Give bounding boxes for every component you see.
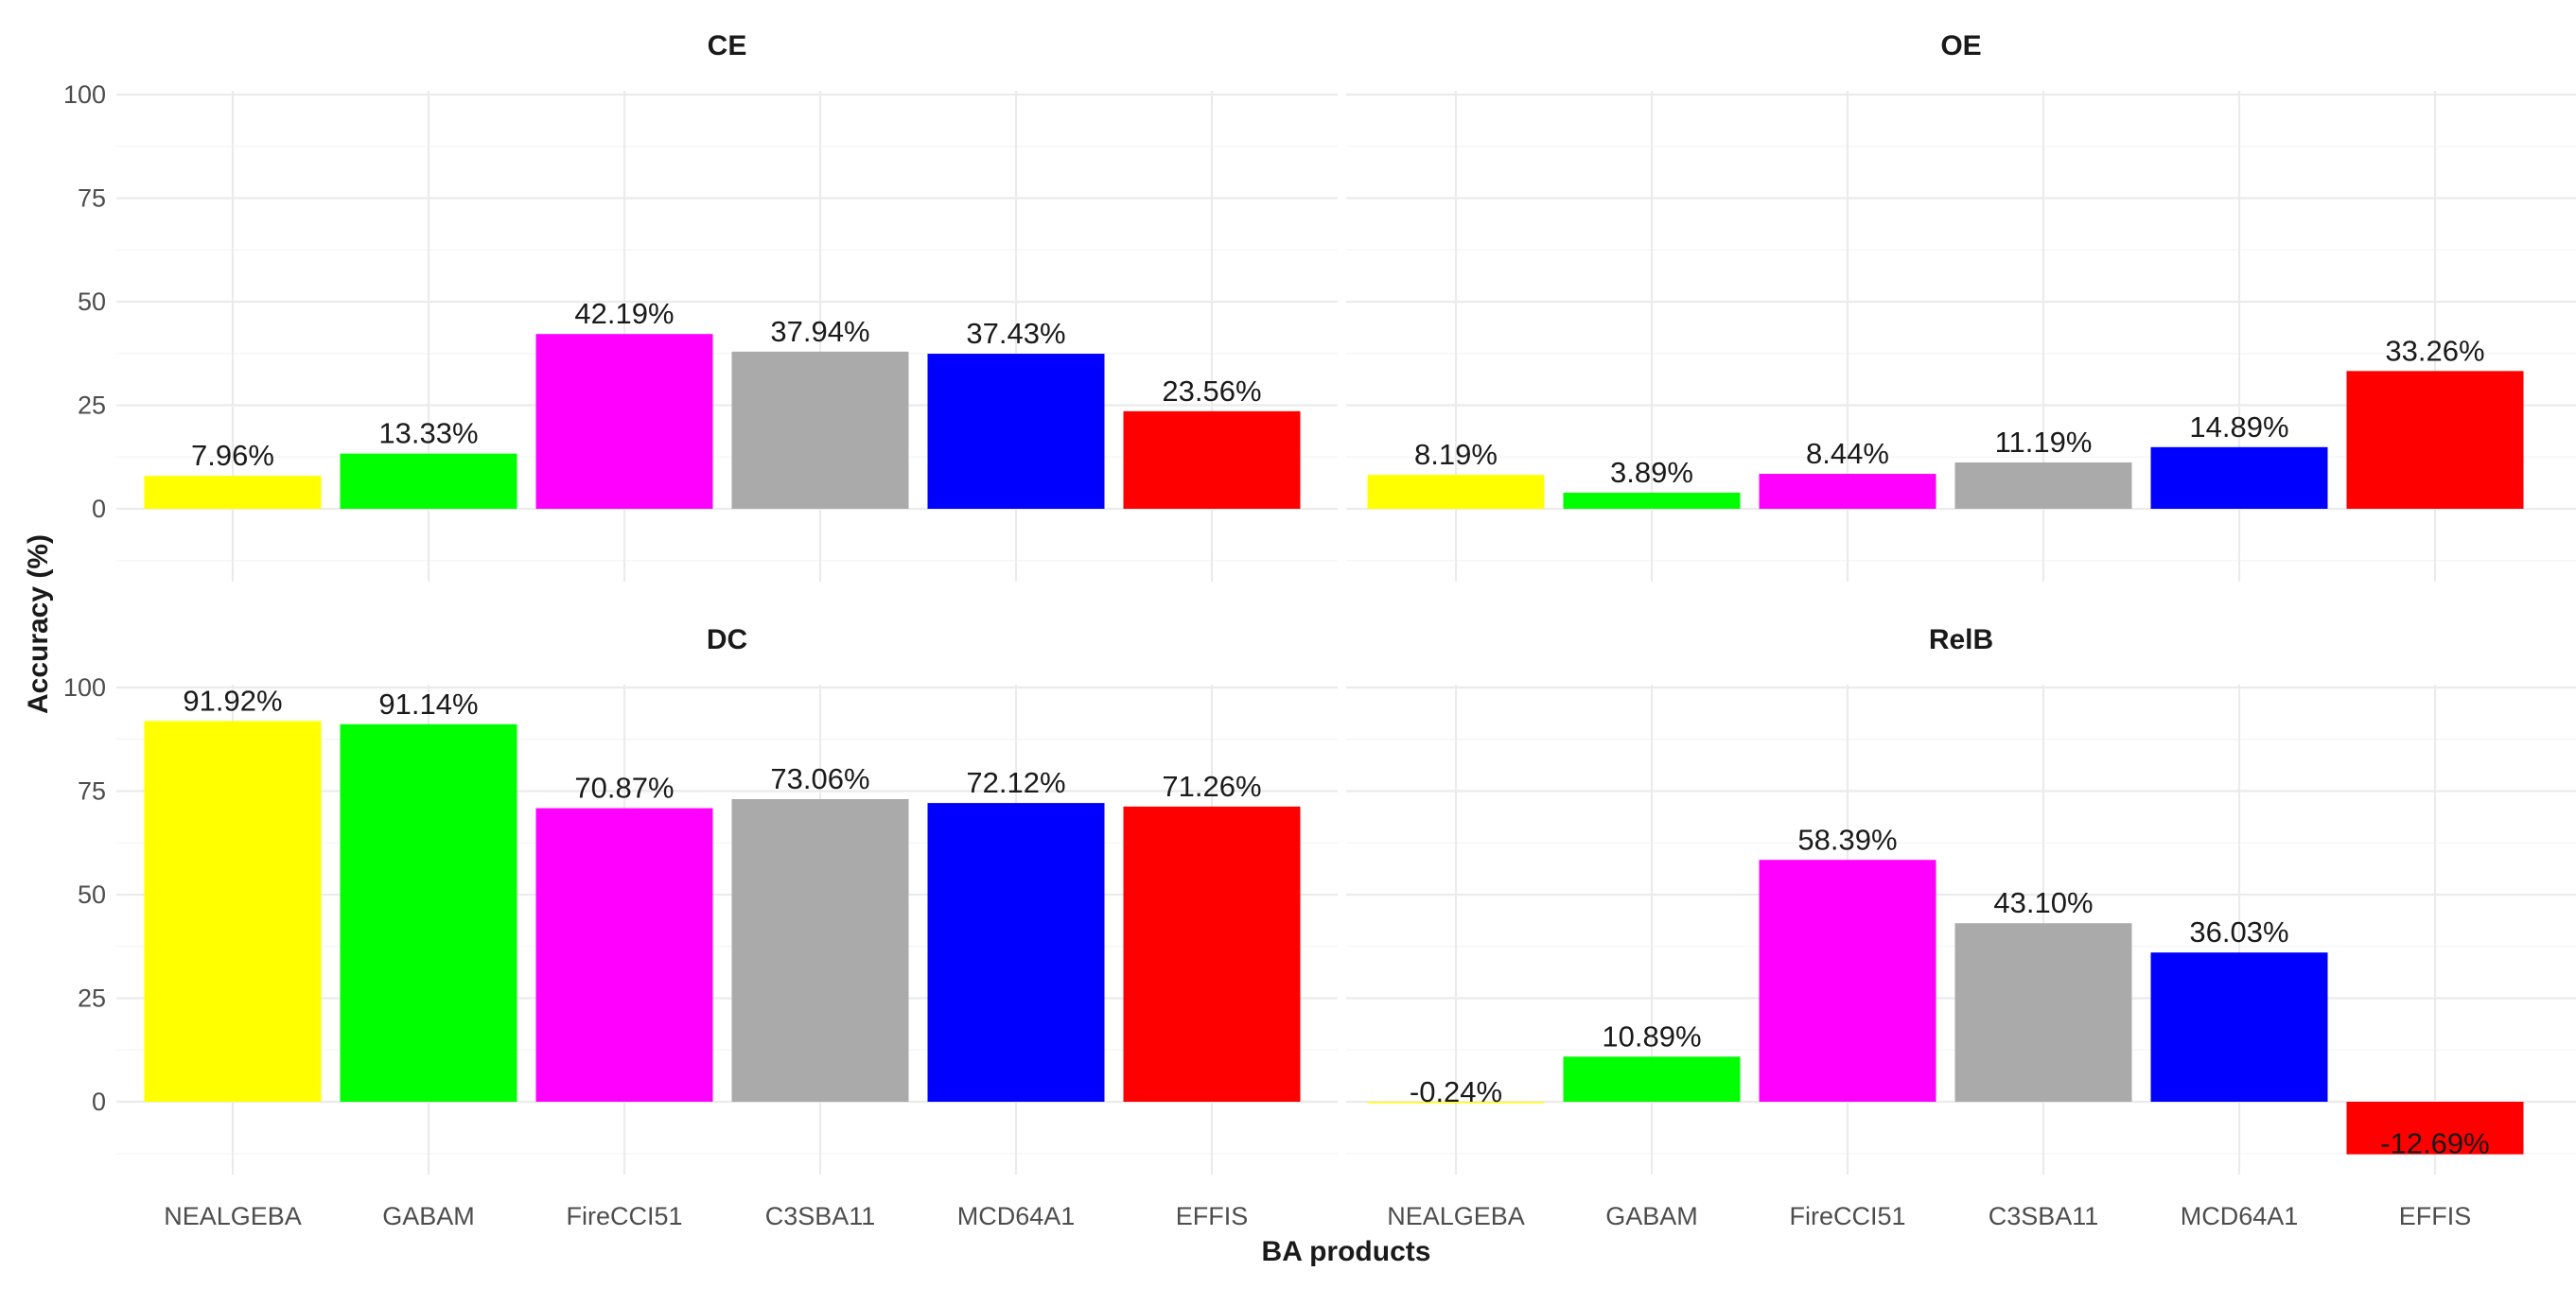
bar-nealgeba — [1367, 475, 1545, 509]
data-label: 71.26% — [1162, 770, 1261, 803]
panel-title: OE — [1940, 30, 1981, 61]
bar-c3sba11 — [1954, 462, 2132, 509]
x-tick-label: FireCCI51 — [1789, 1202, 1905, 1230]
panel-title: RelB — [1929, 624, 1993, 655]
data-label: 43.10% — [1993, 886, 2093, 919]
data-label: 72.12% — [966, 766, 1065, 799]
bar-gabam — [1563, 1056, 1741, 1102]
bar-effis — [2346, 1102, 2524, 1155]
bar-mcd64a1 — [2150, 952, 2328, 1102]
bar-gabam — [1563, 492, 1741, 509]
data-label: 14.89% — [2189, 410, 2288, 444]
x-tick-label: EFFIS — [2399, 1202, 2472, 1230]
y-tick-label: 0 — [92, 495, 106, 523]
x-tick-label: C3SBA11 — [765, 1202, 876, 1230]
x-tick-label: GABAM — [382, 1202, 475, 1230]
y-tick-label: 100 — [63, 80, 106, 109]
data-label: 73.06% — [770, 762, 869, 795]
panel-oe: OE 8.19% 3.89% 8.44% 11.19% 14.89% 33.26% — [1346, 30, 2576, 582]
bar-c3sba11 — [731, 351, 909, 509]
bar-c3sba11 — [1954, 923, 2132, 1102]
data-label: -12.69% — [2380, 1127, 2489, 1160]
bar-mcd64a1 — [2150, 446, 2328, 509]
data-label: 23.56% — [1162, 375, 1261, 408]
bar-effis — [2346, 371, 2524, 509]
data-label: 58.39% — [1797, 823, 1897, 856]
data-label: 11.19% — [1995, 426, 2093, 459]
panel-dc: DC 0 25 50 75 100 91.92% 91.14% 70.87% 73.06% 72.1… — [63, 624, 1338, 1230]
bar-effis — [1123, 806, 1301, 1102]
bar-gabam — [340, 723, 517, 1102]
panel-ce: CE 0 25 50 75 100 7.96% 13.33% 42.19% 37.94% 37.43… — [63, 30, 1338, 582]
y-tick-label: 50 — [78, 880, 106, 909]
x-tick-label: FireCCI51 — [566, 1202, 682, 1230]
x-axis-title: BA products — [1262, 1236, 1431, 1267]
data-label: 91.14% — [378, 688, 478, 721]
data-label: 37.43% — [966, 317, 1065, 350]
data-label: 42.19% — [574, 297, 674, 330]
y-tick-label: 25 — [78, 984, 106, 1013]
y-tick-label: 75 — [78, 777, 106, 806]
data-label: 13.33% — [378, 417, 478, 450]
y-tick-label: 50 — [78, 287, 106, 316]
data-label: 8.44% — [1806, 437, 1889, 470]
bar-firecci51 — [535, 808, 713, 1102]
x-tick-label: EFFIS — [1176, 1202, 1249, 1230]
data-label: 36.03% — [2189, 915, 2288, 949]
data-label: 37.94% — [770, 315, 869, 348]
bar-mcd64a1 — [927, 803, 1105, 1102]
data-label: 91.92% — [183, 684, 282, 717]
data-label: 70.87% — [574, 772, 674, 805]
bar-nealgeba — [1367, 1102, 1545, 1104]
x-tick-label: C3SBA11 — [1989, 1202, 2099, 1230]
bar-c3sba11 — [731, 798, 909, 1102]
data-label: 7.96% — [191, 439, 274, 472]
data-label: 8.19% — [1414, 438, 1498, 471]
bar-nealgeba — [144, 721, 322, 1102]
panel-title: DC — [707, 624, 747, 655]
bar-nealgeba — [144, 476, 322, 509]
data-label: 33.26% — [2385, 334, 2484, 367]
data-label: -0.24% — [1410, 1075, 1502, 1108]
data-label: 10.89% — [1602, 1019, 1701, 1053]
y-tick-label: 100 — [63, 673, 106, 702]
bar-effis — [1123, 410, 1301, 509]
bar-firecci51 — [1759, 860, 1936, 1102]
bar-mcd64a1 — [927, 354, 1105, 509]
x-tick-label: NEALGEBA — [1387, 1202, 1525, 1230]
panel-title: CE — [708, 30, 747, 61]
x-tick-label: GABAM — [1605, 1202, 1698, 1230]
panels-layer: CE 0 25 50 75 100 7.96% 13.33% 42.19% 37.94% 37.43… — [63, 30, 2576, 1230]
bar-firecci51 — [535, 334, 713, 509]
x-tick-label: MCD64A1 — [2181, 1202, 2299, 1230]
bar-gabam — [340, 453, 517, 509]
y-tick-label: 25 — [78, 392, 106, 420]
y-tick-label: 0 — [92, 1088, 106, 1116]
panel-relb: RelB -0.24% 10.89% 58.39% 43.10% 36.03% -12.69… — [1346, 624, 2576, 1230]
y-tick-label: 75 — [78, 184, 106, 213]
data-label: 3.89% — [1610, 456, 1693, 489]
x-tick-label: NEALGEBA — [164, 1202, 302, 1230]
bar-firecci51 — [1759, 474, 1936, 509]
y-axis-title: Accuracy (%) — [23, 534, 54, 714]
x-tick-label: MCD64A1 — [957, 1202, 1076, 1230]
